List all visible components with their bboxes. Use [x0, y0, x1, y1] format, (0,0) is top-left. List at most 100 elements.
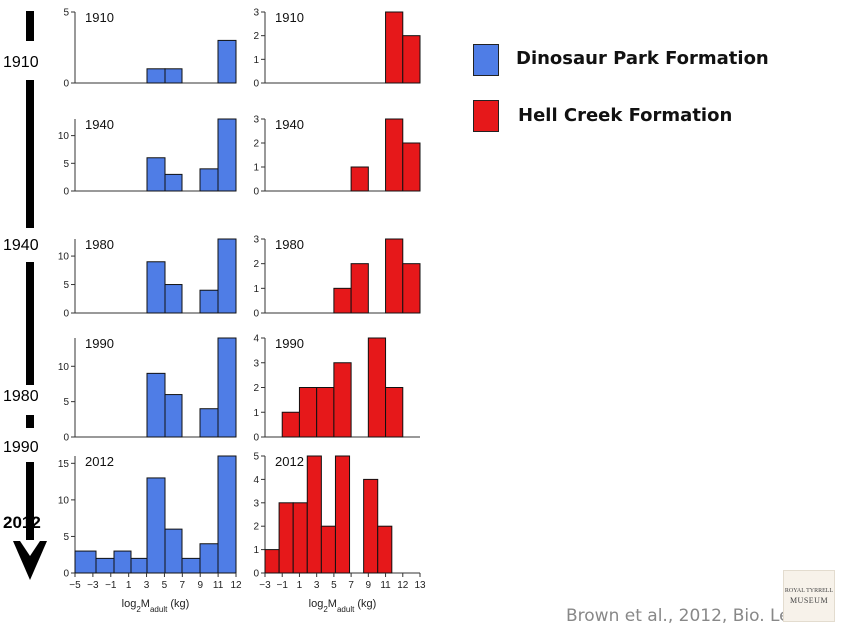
bar — [217, 337, 237, 438]
x-tick-label: 5 — [162, 580, 168, 591]
bar — [146, 372, 166, 438]
timeline-arrow-notch — [20, 541, 40, 556]
dp-panel-1940: 0 5 10 1940 — [58, 117, 237, 198]
hc-panel-1990: 0 1 2 3 4 1990 — [253, 334, 420, 444]
bar — [333, 362, 352, 438]
y-tick-label: 10 — [58, 495, 70, 506]
y-tick-label: 5 — [63, 8, 69, 19]
x-tick-label: 7 — [180, 580, 186, 591]
y-tick-label: 0 — [63, 569, 69, 580]
x-axis-label-part: adult — [337, 605, 355, 614]
bar — [385, 118, 404, 192]
y-tick-label: 2 — [253, 31, 259, 42]
bar — [350, 263, 369, 314]
y-tick-label: 3 — [253, 358, 259, 369]
bar — [334, 455, 351, 574]
bar — [363, 478, 379, 574]
bar — [95, 557, 115, 574]
bar — [298, 387, 318, 438]
timeline-arrowhead — [13, 541, 47, 580]
x-axis-label: log2Madult (kg) — [309, 598, 377, 614]
x-tick-label: 9 — [197, 580, 203, 591]
dp-panel-1980: 0 5 10 1980 — [58, 237, 237, 320]
y-tick-label: 0 — [253, 309, 259, 320]
y-tick-label: 4 — [253, 334, 259, 345]
x-tick-label: 1 — [297, 580, 303, 591]
bar — [74, 550, 97, 574]
y-tick-label: 0 — [253, 433, 259, 444]
bar — [385, 387, 404, 438]
bar — [278, 502, 294, 574]
timeline-label-1980: 1980 — [3, 388, 39, 405]
y-tick-label: 0 — [63, 433, 69, 444]
bar — [130, 557, 148, 574]
bar — [217, 455, 237, 574]
y-tick-label: 5 — [63, 280, 69, 291]
bar — [113, 550, 132, 574]
y-tick-label: 5 — [253, 452, 259, 463]
x-tick-label: −3 — [259, 580, 271, 591]
bar — [320, 525, 336, 574]
x-tick-label: 3 — [144, 580, 150, 591]
y-tick-label: 0 — [63, 187, 69, 198]
timeline-label-1940: 1940 — [3, 237, 39, 254]
y-tick-label: 0 — [253, 569, 259, 580]
dp-panel-1910: 0 5 1910 — [63, 8, 237, 90]
logo-line-1: ROYAL TYRRELL — [784, 588, 834, 594]
x-tick-label: −1 — [105, 580, 117, 591]
timeline-segment — [26, 80, 34, 228]
x-tick-label: 7 — [348, 580, 354, 591]
hc-panel-1910: 0 1 2 3 1910 — [253, 8, 421, 90]
timeline-label-1910: 1910 — [3, 54, 39, 71]
bar — [146, 68, 166, 84]
x-tick-label: −5 — [69, 580, 81, 591]
bar — [146, 477, 166, 574]
x-tick-label: 11 — [380, 580, 391, 591]
y-tick-label: 1 — [253, 163, 259, 174]
bar — [367, 337, 387, 438]
y-tick-label: 2 — [253, 383, 259, 394]
hc-panel-1940: 0 1 2 3 1940 — [253, 115, 421, 198]
y-tick-label: 0 — [63, 309, 69, 320]
museum-logo: ROYAL TYRRELL MUSEUM — [783, 570, 835, 622]
bar — [333, 287, 352, 314]
timeline: 1910 1940 1980 1990 2012 — [3, 11, 47, 580]
x-tick-label: −1 — [277, 580, 289, 591]
bar — [164, 68, 183, 84]
bar — [385, 11, 404, 84]
y-tick-label: 10 — [58, 131, 70, 142]
bar — [350, 166, 369, 192]
y-tick-label: 2 — [253, 259, 259, 270]
y-tick-label: 3 — [253, 8, 259, 19]
dp-panel-1990: 0 5 10 1990 — [58, 336, 237, 444]
timeline-segment — [26, 262, 34, 385]
legend-swatch-dinosaur-park — [473, 44, 499, 76]
y-tick-label: 0 — [253, 79, 259, 90]
x-tick-label: 12 — [230, 580, 242, 591]
bar — [377, 525, 393, 574]
legend-label-dinosaur-park: Dinosaur Park Formation — [516, 48, 769, 69]
bar — [164, 394, 183, 438]
timeline-label-2012: 2012 — [3, 513, 41, 532]
x-tick-label: −3 — [87, 580, 99, 591]
bar — [146, 157, 166, 192]
panel-year-label: 1910 — [275, 10, 304, 25]
hc-panel-2012: 0 1 2 3 4 5 2012 — [253, 452, 420, 580]
y-tick-label: 0 — [63, 79, 69, 90]
panel-year-label: 1990 — [85, 336, 114, 351]
panel-year-label: 1940 — [275, 117, 304, 132]
bar — [217, 118, 237, 192]
bar — [306, 455, 322, 574]
y-tick-label: 3 — [253, 115, 259, 126]
bar — [264, 549, 280, 574]
y-tick-label: 0 — [253, 187, 259, 198]
y-tick-label: 1 — [253, 545, 259, 556]
y-tick-label: 5 — [63, 532, 69, 543]
bar — [164, 173, 183, 192]
bar — [199, 543, 219, 574]
y-tick-label: 15 — [58, 459, 70, 470]
y-tick-label: 5 — [63, 397, 69, 408]
